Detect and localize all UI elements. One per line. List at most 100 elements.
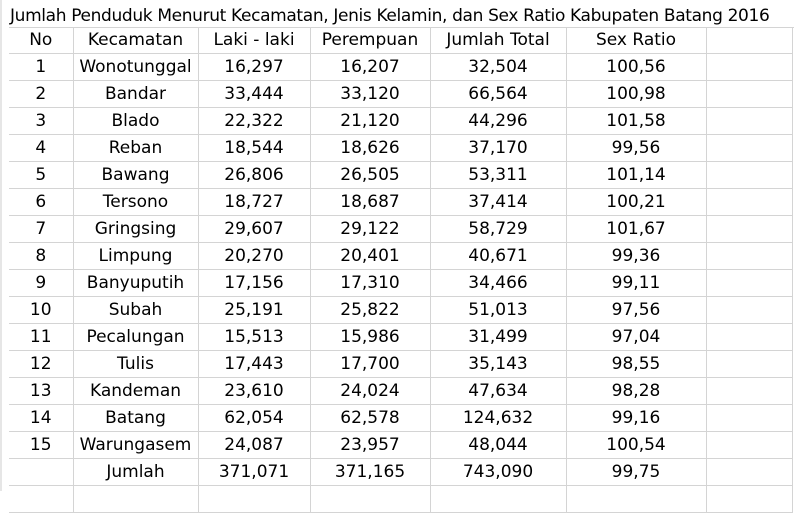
cell-jumlah-total[interactable]: 32,504 xyxy=(430,53,567,81)
empty-cell[interactable] xyxy=(706,242,793,270)
cell-jumlah-total[interactable]: 34,466 xyxy=(430,269,567,297)
cell-sex-ratio[interactable]: 101,67 xyxy=(566,215,707,243)
header-jumlah-total[interactable]: Jumlah Total xyxy=(430,27,567,54)
cell-sex-ratio[interactable]: 99,16 xyxy=(566,404,707,432)
cell-laki-laki[interactable]: 17,443 xyxy=(198,350,311,378)
cell-perempuan[interactable]: 21,120 xyxy=(310,107,431,135)
cell-no[interactable]: 2 xyxy=(9,80,74,108)
cell-perempuan[interactable]: 24,024 xyxy=(310,377,431,405)
cell-no[interactable]: 6 xyxy=(9,188,74,216)
empty-cell[interactable] xyxy=(566,485,707,513)
cell-sex-ratio[interactable]: 97,04 xyxy=(566,323,707,351)
cell-perempuan[interactable]: 33,120 xyxy=(310,80,431,108)
empty-cell[interactable] xyxy=(706,188,793,216)
cell-kecamatan[interactable]: Reban xyxy=(73,134,199,162)
empty-cell[interactable] xyxy=(706,296,793,324)
cell-laki-laki[interactable]: 15,513 xyxy=(198,323,311,351)
cell-sex-ratio[interactable]: 101,58 xyxy=(566,107,707,135)
cell-sex-ratio[interactable]: 97,56 xyxy=(566,296,707,324)
cell-jumlah-total[interactable]: 31,499 xyxy=(430,323,567,351)
empty-cell[interactable] xyxy=(706,80,793,108)
cell-sex-ratio[interactable]: 100,54 xyxy=(566,431,707,459)
cell-jumlah-total[interactable]: 44,296 xyxy=(430,107,567,135)
cell-laki-laki[interactable]: 29,607 xyxy=(198,215,311,243)
cell-sex-ratio[interactable]: 98,28 xyxy=(566,377,707,405)
cell-no[interactable]: 8 xyxy=(9,242,74,270)
empty-cell[interactable] xyxy=(9,485,74,513)
cell-no[interactable]: 13 xyxy=(9,377,74,405)
cell-sex-ratio[interactable]: 99,75 xyxy=(566,458,707,486)
cell-laki-laki[interactable]: 18,544 xyxy=(198,134,311,162)
cell-jumlah-total[interactable]: 37,414 xyxy=(430,188,567,216)
cell-perempuan[interactable]: 15,986 xyxy=(310,323,431,351)
cell-kecamatan[interactable]: Limpung xyxy=(73,242,199,270)
cell-laki-laki[interactable]: 20,270 xyxy=(198,242,311,270)
cell-laki-laki[interactable]: 33,444 xyxy=(198,80,311,108)
cell-perempuan[interactable]: 26,505 xyxy=(310,161,431,189)
cell-laki-laki[interactable]: 23,610 xyxy=(198,377,311,405)
cell-laki-laki[interactable]: 24,087 xyxy=(198,431,311,459)
empty-cell[interactable] xyxy=(706,323,793,351)
cell-perempuan[interactable]: 23,957 xyxy=(310,431,431,459)
cell-perempuan[interactable]: 17,310 xyxy=(310,269,431,297)
header-sex-ratio[interactable]: Sex Ratio xyxy=(566,27,707,54)
empty-cell[interactable] xyxy=(706,161,793,189)
empty-cell[interactable] xyxy=(706,134,793,162)
cell-kecamatan[interactable]: Bawang xyxy=(73,161,199,189)
cell-perempuan[interactable]: 29,122 xyxy=(310,215,431,243)
cell-no[interactable]: 7 xyxy=(9,215,74,243)
cell-kecamatan[interactable]: Subah xyxy=(73,296,199,324)
cell-kecamatan[interactable]: Blado xyxy=(73,107,199,135)
cell-laki-laki[interactable]: 371,071 xyxy=(198,458,311,486)
cell-laki-laki[interactable]: 18,727 xyxy=(198,188,311,216)
cell-jumlah-total[interactable]: 53,311 xyxy=(430,161,567,189)
cell-no[interactable]: 14 xyxy=(9,404,74,432)
cell-kecamatan[interactable]: Banyuputih xyxy=(73,269,199,297)
cell-perempuan[interactable]: 17,700 xyxy=(310,350,431,378)
cell-no[interactable]: 9 xyxy=(9,269,74,297)
cell-sex-ratio[interactable]: 101,14 xyxy=(566,161,707,189)
empty-cell[interactable] xyxy=(706,350,793,378)
empty-cell[interactable] xyxy=(430,485,567,513)
cell-perempuan[interactable]: 16,207 xyxy=(310,53,431,81)
cell-jumlah-total[interactable]: 48,044 xyxy=(430,431,567,459)
cell-laki-laki[interactable]: 62,054 xyxy=(198,404,311,432)
empty-cell[interactable] xyxy=(706,485,793,513)
empty-cell[interactable] xyxy=(706,431,793,459)
empty-cell[interactable] xyxy=(706,53,793,81)
empty-cell[interactable] xyxy=(706,458,793,486)
cell-laki-laki[interactable]: 25,191 xyxy=(198,296,311,324)
empty-cell[interactable] xyxy=(73,485,199,513)
cell-sex-ratio[interactable]: 98,55 xyxy=(566,350,707,378)
cell-kecamatan[interactable]: Gringsing xyxy=(73,215,199,243)
cell-kecamatan[interactable]: Bandar xyxy=(73,80,199,108)
cell-jumlah-total[interactable]: 51,013 xyxy=(430,296,567,324)
empty-cell[interactable] xyxy=(706,377,793,405)
cell-sex-ratio[interactable]: 99,56 xyxy=(566,134,707,162)
cell-sex-ratio[interactable]: 100,21 xyxy=(566,188,707,216)
table-title[interactable]: Jumlah Penduduk Menurut Kecamatan, Jenis… xyxy=(10,6,770,26)
cell-no[interactable]: 12 xyxy=(9,350,74,378)
cell-jumlah-total[interactable]: 47,634 xyxy=(430,377,567,405)
cell-sex-ratio[interactable]: 99,11 xyxy=(566,269,707,297)
empty-cell[interactable] xyxy=(310,485,431,513)
cell-kecamatan[interactable]: Tersono xyxy=(73,188,199,216)
header-perempuan[interactable]: Perempuan xyxy=(310,27,431,54)
cell-jumlah-total[interactable]: 37,170 xyxy=(430,134,567,162)
empty-cell[interactable] xyxy=(706,404,793,432)
cell-no[interactable] xyxy=(9,458,74,486)
empty-cell[interactable] xyxy=(706,107,793,135)
cell-jumlah-total[interactable]: 66,564 xyxy=(430,80,567,108)
empty-cell[interactable] xyxy=(706,27,793,54)
empty-cell[interactable] xyxy=(198,485,311,513)
cell-kecamatan[interactable]: Pecalungan xyxy=(73,323,199,351)
cell-perempuan[interactable]: 62,578 xyxy=(310,404,431,432)
header-laki-laki[interactable]: Laki - laki xyxy=(198,27,311,54)
cell-laki-laki[interactable]: 17,156 xyxy=(198,269,311,297)
cell-kecamatan[interactable]: Wonotunggal xyxy=(73,53,199,81)
cell-kecamatan[interactable]: Batang xyxy=(73,404,199,432)
cell-sex-ratio[interactable]: 99,36 xyxy=(566,242,707,270)
cell-jumlah-total[interactable]: 58,729 xyxy=(430,215,567,243)
cell-jumlah-total[interactable]: 40,671 xyxy=(430,242,567,270)
cell-kecamatan[interactable]: Warungasem xyxy=(73,431,199,459)
